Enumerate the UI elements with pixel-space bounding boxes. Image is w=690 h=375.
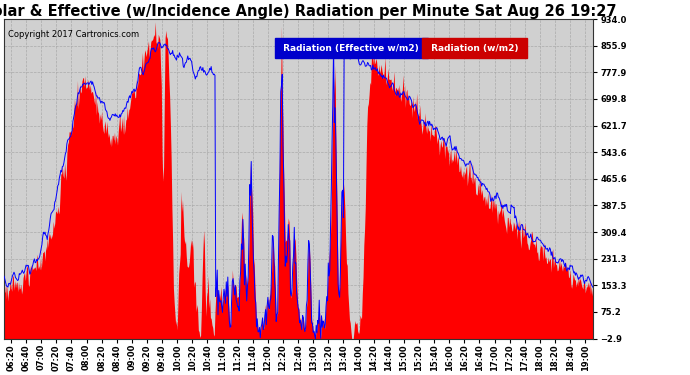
Text: Copyright 2017 Cartronics.com: Copyright 2017 Cartronics.com	[8, 30, 139, 39]
Title: Solar & Effective (w/Incidence Angle) Radiation per Minute Sat Aug 26 19:27: Solar & Effective (w/Incidence Angle) Ra…	[0, 4, 616, 19]
Text: Radiation (w/m2): Radiation (w/m2)	[428, 44, 522, 52]
Text: Radiation (Effective w/m2): Radiation (Effective w/m2)	[280, 44, 422, 52]
